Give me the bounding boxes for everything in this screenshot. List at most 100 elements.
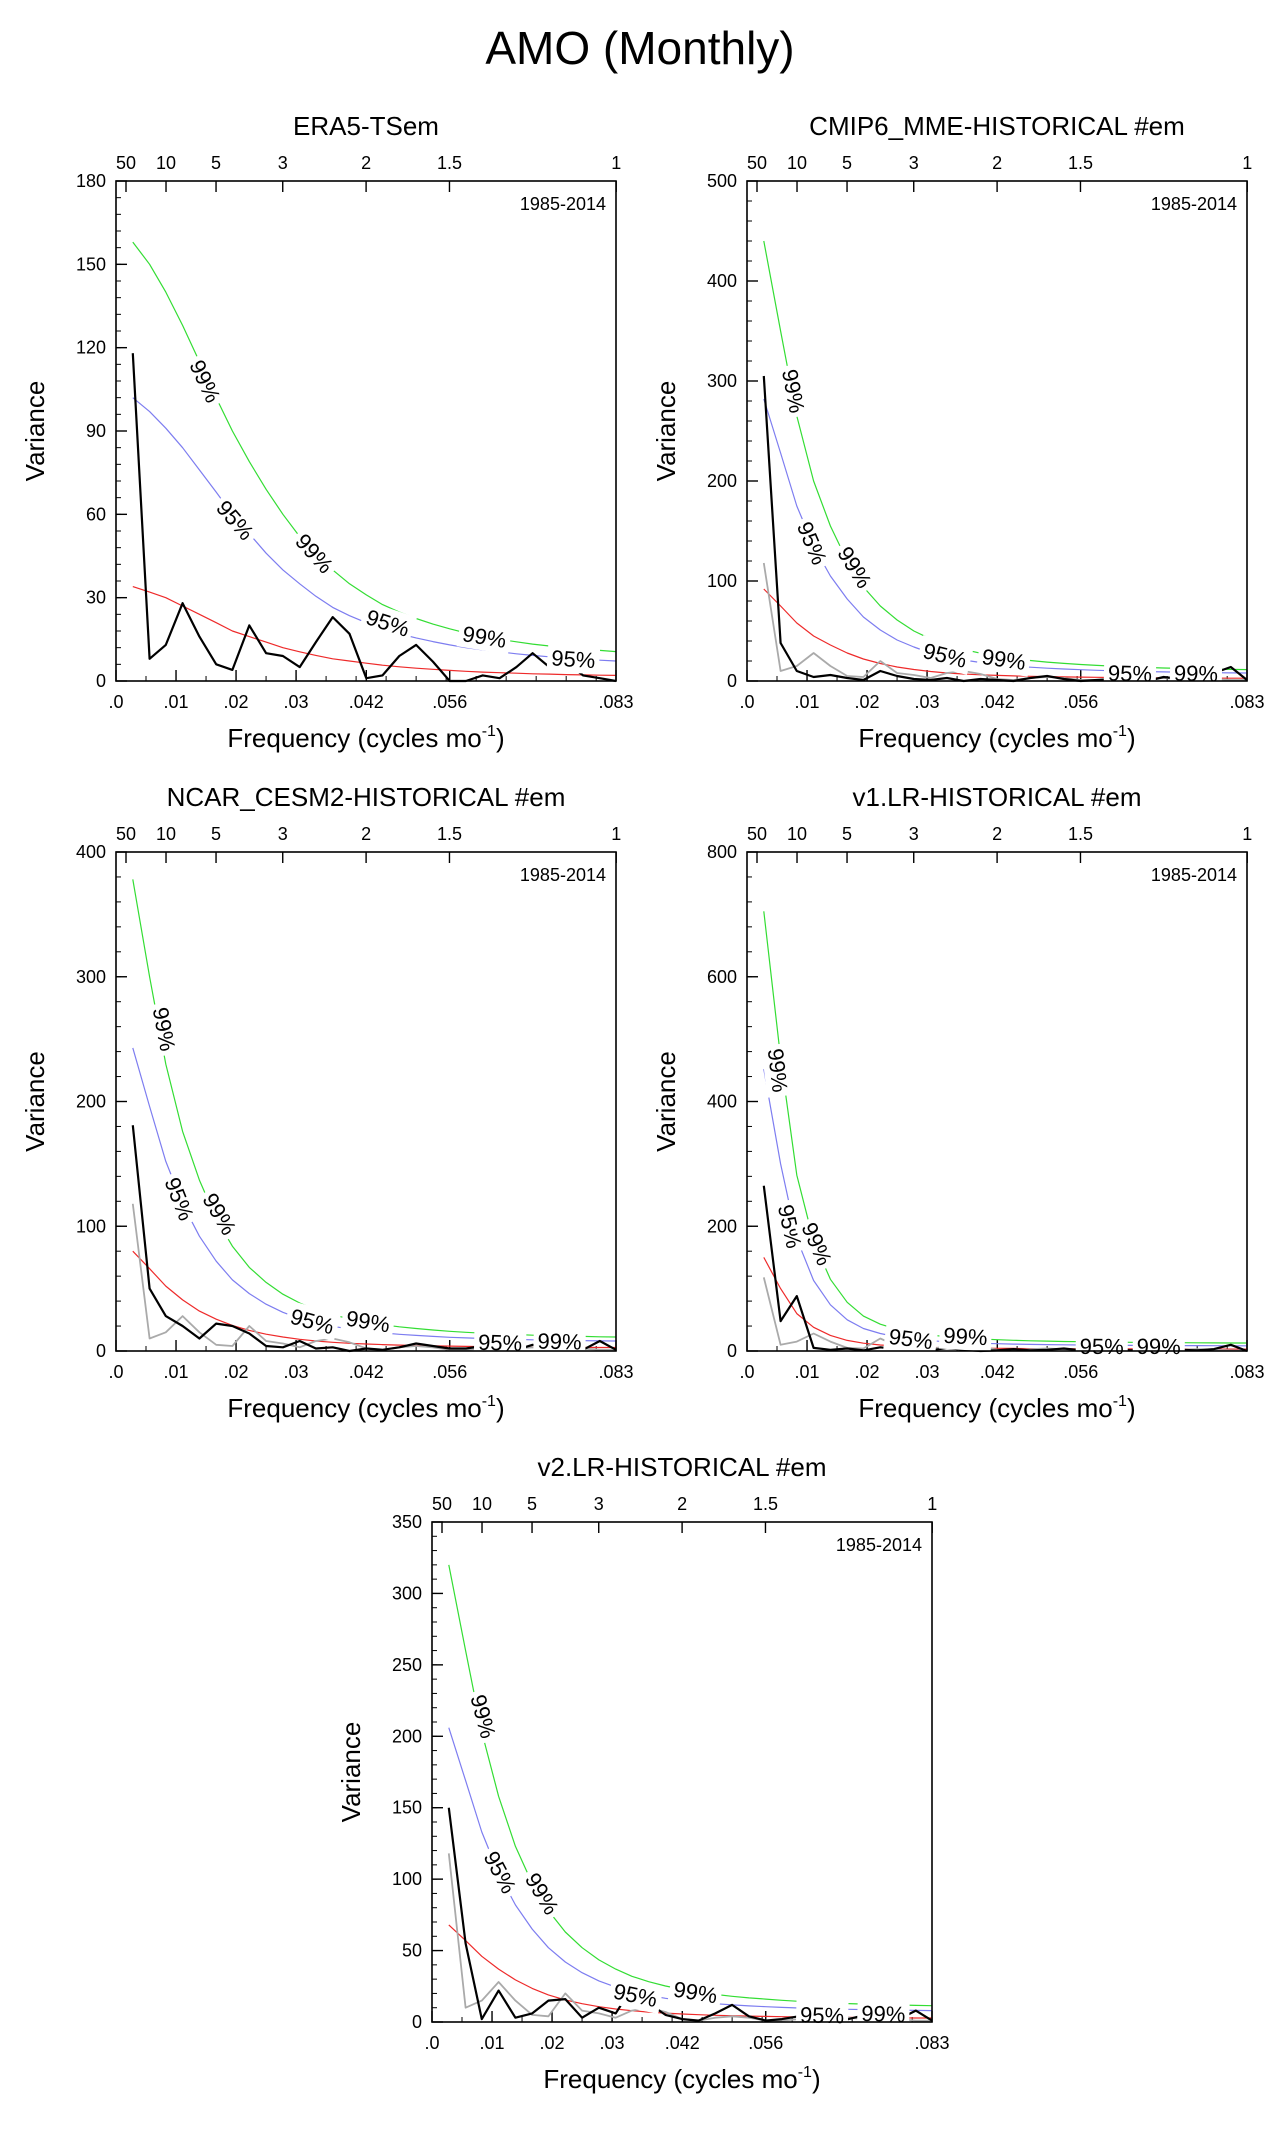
x-tick-label: .056 bbox=[432, 1362, 467, 1382]
period-tick-label: 5 bbox=[842, 824, 852, 844]
series-line-ci95 bbox=[763, 1068, 1247, 1347]
label-gap bbox=[340, 1303, 397, 1340]
y-axis-label: Variance bbox=[336, 1722, 366, 1823]
confidence-label: 95% bbox=[800, 2002, 845, 2028]
label-gap bbox=[283, 1300, 342, 1342]
x-axis-label-close: ) bbox=[496, 1393, 505, 1423]
x-tick-label: .01 bbox=[795, 1362, 820, 1382]
y-tick-label: 50 bbox=[402, 1941, 422, 1961]
period-tick-label: 1 bbox=[1242, 824, 1252, 844]
y-tick-label: 0 bbox=[727, 1341, 737, 1361]
x-axis-label: Frequency (cycles mo-1) bbox=[543, 2064, 820, 2094]
y-tick-label: 350 bbox=[392, 1512, 422, 1532]
period-tick-label: 10 bbox=[787, 153, 807, 173]
y-tick-label: 150 bbox=[392, 1798, 422, 1818]
period-tick-label: 3 bbox=[594, 1494, 604, 1514]
label-gap bbox=[1075, 1331, 1128, 1361]
period-label: 1985-2014 bbox=[520, 865, 606, 885]
confidence-label: 99% bbox=[763, 1047, 793, 1094]
y-tick-label: 250 bbox=[392, 1655, 422, 1675]
x-tick-label: .056 bbox=[1063, 1362, 1098, 1382]
period-label: 1985-2014 bbox=[520, 194, 606, 214]
plot-frame bbox=[431, 1521, 933, 2023]
label-gap bbox=[207, 491, 264, 549]
y-tick-label: 60 bbox=[86, 504, 106, 524]
label-gap bbox=[883, 1321, 939, 1356]
period-tick-label: 1.5 bbox=[1068, 153, 1093, 173]
label-gap bbox=[761, 1042, 796, 1098]
period-tick-label: 3 bbox=[278, 824, 288, 844]
x-tick-label: .02 bbox=[224, 1362, 249, 1382]
x-axis-label-superscript: -1 bbox=[1113, 1393, 1127, 1410]
x-tick-label: .03 bbox=[284, 1362, 309, 1382]
label-gap bbox=[181, 351, 230, 411]
y-tick-label: 0 bbox=[96, 671, 106, 691]
x-tick-label: .01 bbox=[164, 692, 189, 712]
label-gap bbox=[533, 1326, 586, 1356]
y-axis-label: Variance bbox=[651, 1051, 681, 1152]
chart-panel: v1.LR-HISTORICAL #em 0 200 400 600 800 .0 .01 .0… bbox=[651, 782, 1265, 1423]
y-tick-label: 100 bbox=[707, 571, 737, 591]
series-line-red-noise bbox=[132, 586, 617, 676]
x-tick-label: .02 bbox=[855, 692, 880, 712]
y-tick-label: 200 bbox=[392, 1726, 422, 1746]
period-tick-label: 50 bbox=[747, 153, 767, 173]
panel-title: v1.LR-HISTORICAL #em bbox=[853, 782, 1142, 812]
series-line-ci95 bbox=[763, 398, 1248, 674]
x-tick-label: .083 bbox=[914, 2033, 949, 2053]
label-gap bbox=[286, 524, 343, 582]
confidence-label: 99% bbox=[1137, 1334, 1181, 1359]
x-tick-label: .042 bbox=[980, 1362, 1015, 1382]
confidence-label: 95% bbox=[288, 1304, 337, 1340]
confidence-label: 95% bbox=[363, 604, 413, 642]
series-line-ci99 bbox=[132, 241, 617, 653]
series-line-ci99 bbox=[448, 1564, 933, 2007]
chart-panel: NCAR_CESM2-HISTORICAL #em 0 100 200 300 400 .0… bbox=[20, 782, 634, 1423]
y-tick-label: 100 bbox=[392, 1869, 422, 1889]
label-gap bbox=[938, 1320, 993, 1352]
x-tick-label: .0 bbox=[108, 1362, 123, 1382]
y-axis-label: Variance bbox=[20, 381, 50, 482]
x-axis-label-main: Frequency (cycles mo bbox=[858, 723, 1112, 753]
y-tick-label: 30 bbox=[86, 588, 106, 608]
x-axis-label-superscript: -1 bbox=[798, 2064, 812, 2081]
label-gap bbox=[775, 362, 813, 420]
period-tick-label: 2 bbox=[361, 153, 371, 173]
y-tick-label: 0 bbox=[412, 2012, 422, 2032]
series-line-spectrum bbox=[447, 1807, 933, 2022]
plot-frame bbox=[746, 180, 1248, 682]
x-tick-label: .01 bbox=[164, 1362, 189, 1382]
series-line-ci99 bbox=[763, 911, 1247, 1344]
label-gap bbox=[475, 1842, 526, 1902]
panels-container: ERA5-TSem0306090120150180.0.01.02.03.042… bbox=[20, 111, 1265, 2094]
x-tick-label: .01 bbox=[480, 2033, 505, 2053]
x-tick-label: .042 bbox=[980, 692, 1015, 712]
x-axis-label-superscript: -1 bbox=[482, 723, 496, 740]
x-tick-label: .03 bbox=[915, 692, 940, 712]
label-gap bbox=[1132, 1331, 1185, 1361]
period-tick-label: 50 bbox=[116, 824, 136, 844]
period-tick-label: 10 bbox=[156, 824, 176, 844]
confidence-label: 95% bbox=[887, 1324, 934, 1354]
x-tick-label: .083 bbox=[1229, 692, 1264, 712]
series-line-ci95 bbox=[448, 1727, 933, 2012]
x-tick-label: .02 bbox=[540, 2033, 565, 2053]
period-tick-label: 2 bbox=[992, 824, 1002, 844]
label-gap bbox=[157, 1169, 203, 1229]
panel-title: NCAR_CESM2-HISTORICAL #em bbox=[167, 782, 566, 812]
label-gap bbox=[857, 1998, 910, 2029]
chart-panel: ERA5-TSem0306090120150180.0.01.02.03.042… bbox=[20, 111, 634, 753]
period-label: 1985-2014 bbox=[1151, 194, 1237, 214]
panel-title: CMIP6_MME-HISTORICAL #em bbox=[809, 111, 1185, 141]
period-tick-label: 5 bbox=[527, 1494, 537, 1514]
label-gap bbox=[771, 1197, 810, 1255]
confidence-label: 99% bbox=[537, 1329, 582, 1355]
y-tick-label: 300 bbox=[707, 371, 737, 391]
period-tick-label: 1 bbox=[927, 1494, 937, 1514]
x-axis-label-main: Frequency (cycles mo bbox=[227, 1393, 481, 1423]
confidence-label: 99% bbox=[1174, 660, 1219, 686]
series-line-spectrum bbox=[131, 353, 617, 683]
x-axis-label-superscript: -1 bbox=[482, 1393, 496, 1410]
x-tick-label: .01 bbox=[795, 692, 820, 712]
